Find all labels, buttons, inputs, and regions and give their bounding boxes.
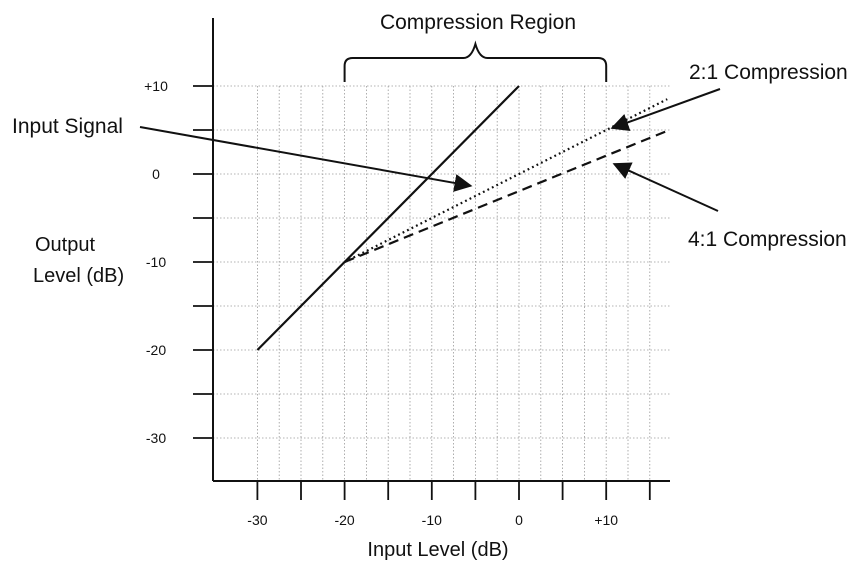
- input-signal-label: Input Signal: [12, 115, 123, 138]
- y-tick-labels: -30 -20 -10 0 +10: [144, 78, 168, 446]
- comp2-line: [344, 98, 668, 263]
- y-axis-label-line1: Output: [35, 234, 95, 256]
- grid: [213, 85, 670, 481]
- axes: [212, 18, 670, 482]
- x-tick-labels: -30 -20 -10 0 +10: [247, 512, 618, 528]
- y-tick-label: -10: [146, 254, 166, 270]
- x-axis-label: Input Level (dB): [367, 539, 508, 561]
- y-tick-label: -20: [146, 342, 166, 358]
- x-tick-label: +10: [594, 512, 618, 528]
- comp2-arrow: [610, 88, 721, 131]
- tick-marks: [193, 85, 651, 500]
- x-tick-label: -30: [247, 512, 267, 528]
- comp4-line: [344, 129, 668, 264]
- y-axis-label-line2: Level (dB): [33, 265, 124, 287]
- x-tick-label: -10: [422, 512, 442, 528]
- x-tick-label: 0: [515, 512, 523, 528]
- input-signal-arrow: [139, 126, 473, 192]
- y-tick-label: 0: [152, 166, 160, 182]
- input-signal-line: [256, 85, 520, 351]
- y-tick-label: -30: [146, 430, 166, 446]
- compression-region-brace: [343, 40, 608, 82]
- comp4-label: 4:1 Compression: [688, 228, 847, 251]
- y-tick-label: +10: [144, 78, 168, 94]
- comp4-arrow: [612, 162, 719, 212]
- x-tick-label: -20: [334, 512, 354, 528]
- comp2-label: 2:1 Compression: [689, 61, 848, 84]
- compression-region-label: Compression Region: [380, 11, 576, 34]
